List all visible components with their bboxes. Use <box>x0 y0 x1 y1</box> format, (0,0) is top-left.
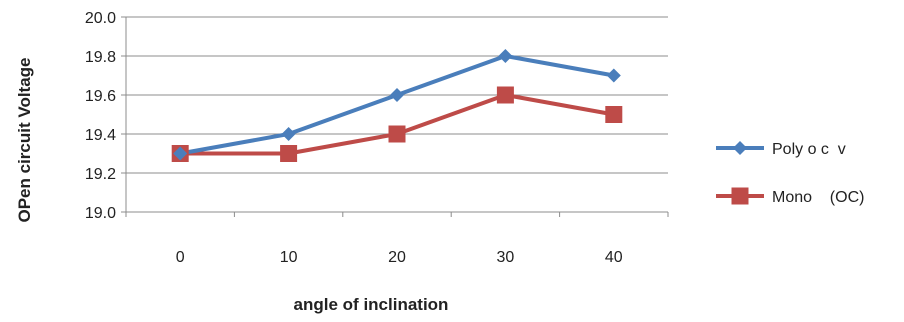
x-tick-labels: 0 10 20 30 40 <box>176 249 623 266</box>
x-axis-title: angle of inclination <box>294 295 449 314</box>
legend: Poly o c v Mono (OC) <box>716 141 864 206</box>
axes <box>121 16 669 217</box>
y-tick-label: 19.0 <box>85 205 116 222</box>
series-markers <box>171 49 623 162</box>
legend-label: Mono (OC) <box>772 189 864 206</box>
y-axis-title: OPen circuit Voltage <box>15 57 34 222</box>
data-point <box>280 145 298 162</box>
data-point <box>281 127 296 141</box>
x-tick-label: 20 <box>388 249 406 266</box>
y-tick-label: 19.6 <box>85 88 116 105</box>
x-tick-label: 10 <box>280 249 298 266</box>
data-point <box>496 86 514 104</box>
y-tick-label: 20.0 <box>85 10 116 27</box>
data-point <box>173 146 188 161</box>
y-tick-labels: 19.0 19.2 19.4 19.6 19.8 20.0 <box>85 10 116 222</box>
data-point <box>498 49 513 63</box>
y-tick-label: 19.4 <box>85 127 116 144</box>
data-point <box>605 106 623 123</box>
y-tick-label: 19.2 <box>85 166 116 183</box>
legend-marker <box>733 141 747 155</box>
legend-label: Poly o c v <box>772 141 846 158</box>
series-line <box>180 93 615 156</box>
x-tick-label: 30 <box>497 249 515 266</box>
data-point <box>388 125 406 143</box>
legend-marker <box>731 187 749 205</box>
x-tick-label: 0 <box>176 249 185 266</box>
data-point <box>390 88 404 102</box>
x-tick-label: 40 <box>605 249 623 266</box>
y-tick-label: 19.8 <box>85 49 116 66</box>
data-point <box>606 68 621 83</box>
